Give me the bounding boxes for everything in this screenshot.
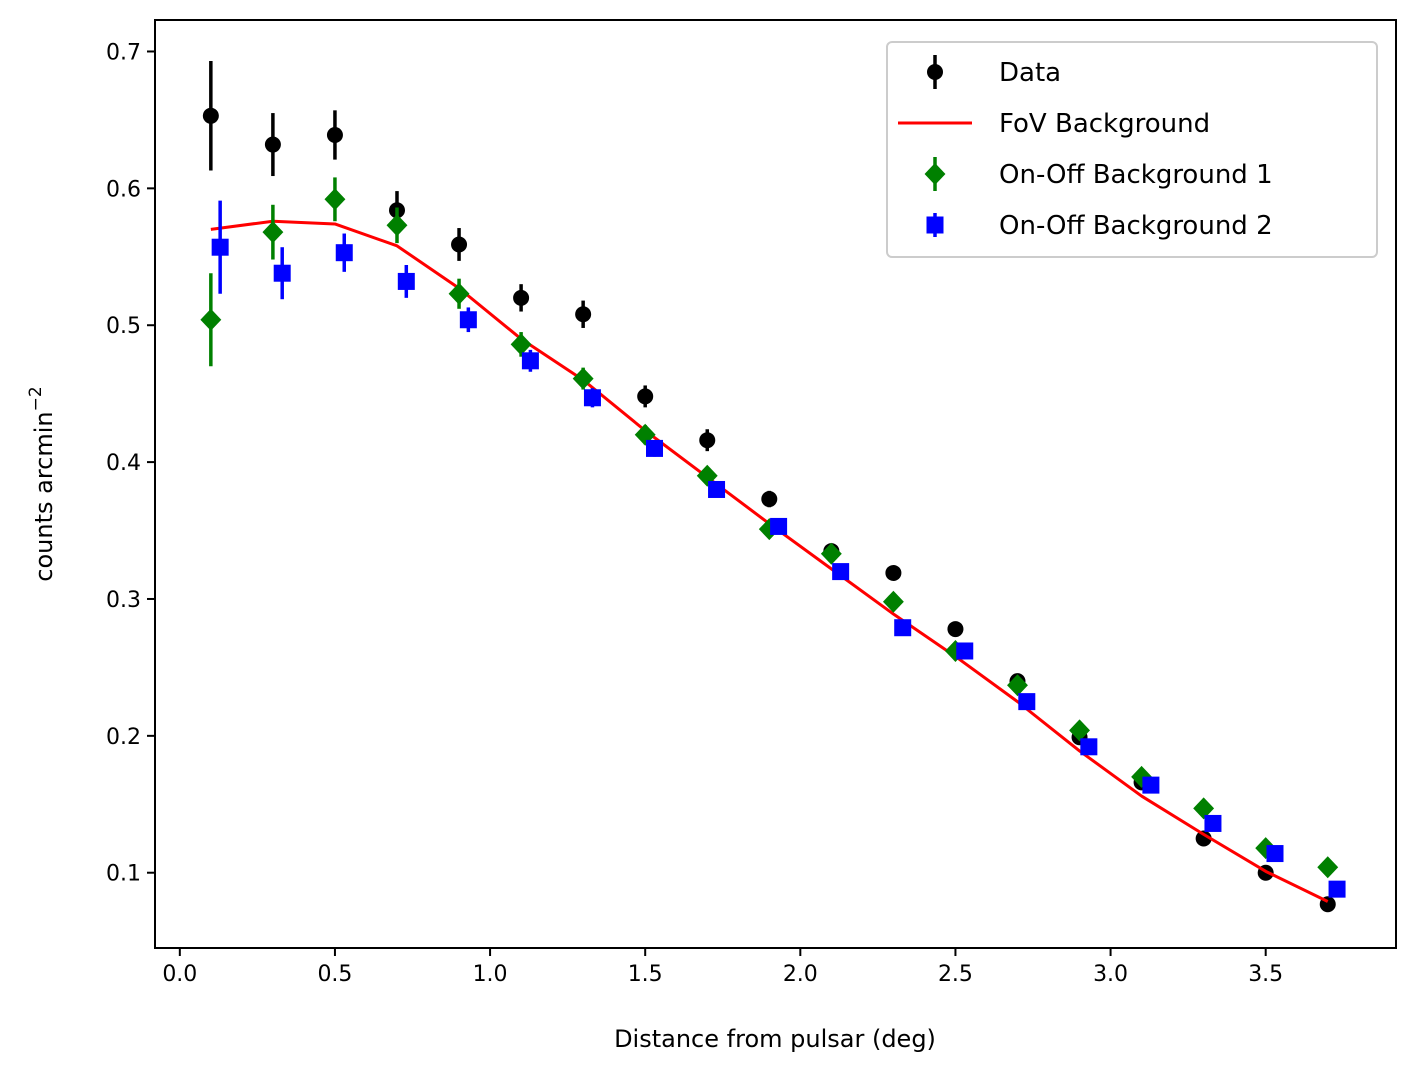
x-tick-label: 0.0 [162,962,197,987]
data-point [264,136,281,153]
legend-label: Data [999,58,1061,88]
y-axis-ticks: 0.1 0.2 0.3 0.4 0.5 0.6 0.7 [106,40,155,887]
data-point [513,289,530,306]
data-point [637,388,654,405]
legend-item: On-Off Background 2 [926,211,1273,241]
data-point [1131,765,1153,788]
data-point [634,423,656,446]
data-point [273,264,291,282]
data-point [448,282,470,305]
data-point [708,480,726,498]
data-point [646,439,664,457]
y-tick-label: 0.2 [106,725,141,750]
data-point [583,389,601,407]
data-point [1142,776,1160,794]
data-point [451,236,468,253]
data-point [386,214,408,237]
data-point [1195,830,1212,847]
data-point [324,188,346,211]
data-point [326,126,343,143]
data-point [956,642,974,660]
y-tick-label: 0.1 [106,862,141,887]
data-point [1080,738,1098,756]
axes-frame [154,19,1397,949]
data-point [1328,880,1346,898]
data-point [1266,845,1284,863]
y-axis-label-superscript: −2 [26,386,46,411]
data-point [758,518,780,541]
data-point [882,590,904,613]
legend-item: FoV Background [898,109,1210,139]
data-point [1317,856,1339,879]
y-tick-label: 0.4 [106,451,141,476]
y-tick-label: 0.3 [106,588,141,613]
data-point [885,564,902,581]
data-point [1018,693,1036,711]
x-tick-label: 2.5 [938,962,973,987]
x-axis-ticks: 0.0 0.5 1.0 1.5 2.0 2.5 3.0 3.5 [162,948,1283,987]
legend-box [886,41,1378,258]
data-point [761,491,778,508]
legend-label: FoV Background [999,109,1210,139]
x-tick-label: 1.5 [628,962,663,987]
data-point [459,311,477,329]
data-point [947,621,964,638]
data-point [572,367,594,390]
y-axis-label-main: counts arcmin [30,411,58,581]
data-point [1204,814,1222,832]
data-point [1007,674,1028,697]
x-tick-label: 0.5 [317,962,352,987]
data-point [770,517,788,535]
legend-item: Data [927,55,1061,89]
y-tick-label: 0.6 [106,177,141,202]
y-axis-label: counts arcmin−2 [26,386,58,581]
data-point [200,308,222,331]
data-point [335,244,353,262]
data-point [211,238,229,256]
legend-item: On-Off Background 1 [924,157,1273,191]
data-point [202,107,219,124]
x-axis-label: Distance from pulsar (deg) [614,1025,936,1053]
data-point [397,272,415,290]
legend-label: On-Off Background 1 [999,160,1273,190]
plot-area [200,61,1346,913]
y-tick-label: 0.7 [106,40,141,65]
legend-marker-swatch [924,163,946,185]
data-point [1255,837,1277,860]
data-point [1069,719,1090,742]
y-tick-label: 0.5 [106,314,141,339]
data-point [510,333,532,356]
data-point [832,563,850,581]
legend-label: On-Off Background 2 [999,211,1273,241]
data-point [521,352,539,370]
x-tick-label: 2.0 [783,962,818,987]
data-point [1193,797,1215,820]
x-tick-label: 3.0 [1093,962,1128,987]
data-point [944,639,966,662]
legend-marker-swatch [926,216,944,234]
legend: Data FoV Background On-Off Background 1 On-… [886,41,1378,258]
x-tick-label: 3.5 [1248,962,1283,987]
data-point [575,306,592,323]
series-on-off-background-2 [211,200,1346,898]
data-point [820,542,842,565]
data-point [894,619,912,637]
data-point [262,221,284,244]
x-tick-label: 1.0 [473,962,508,987]
data-point [699,432,716,449]
legend-marker-swatch [927,64,943,80]
